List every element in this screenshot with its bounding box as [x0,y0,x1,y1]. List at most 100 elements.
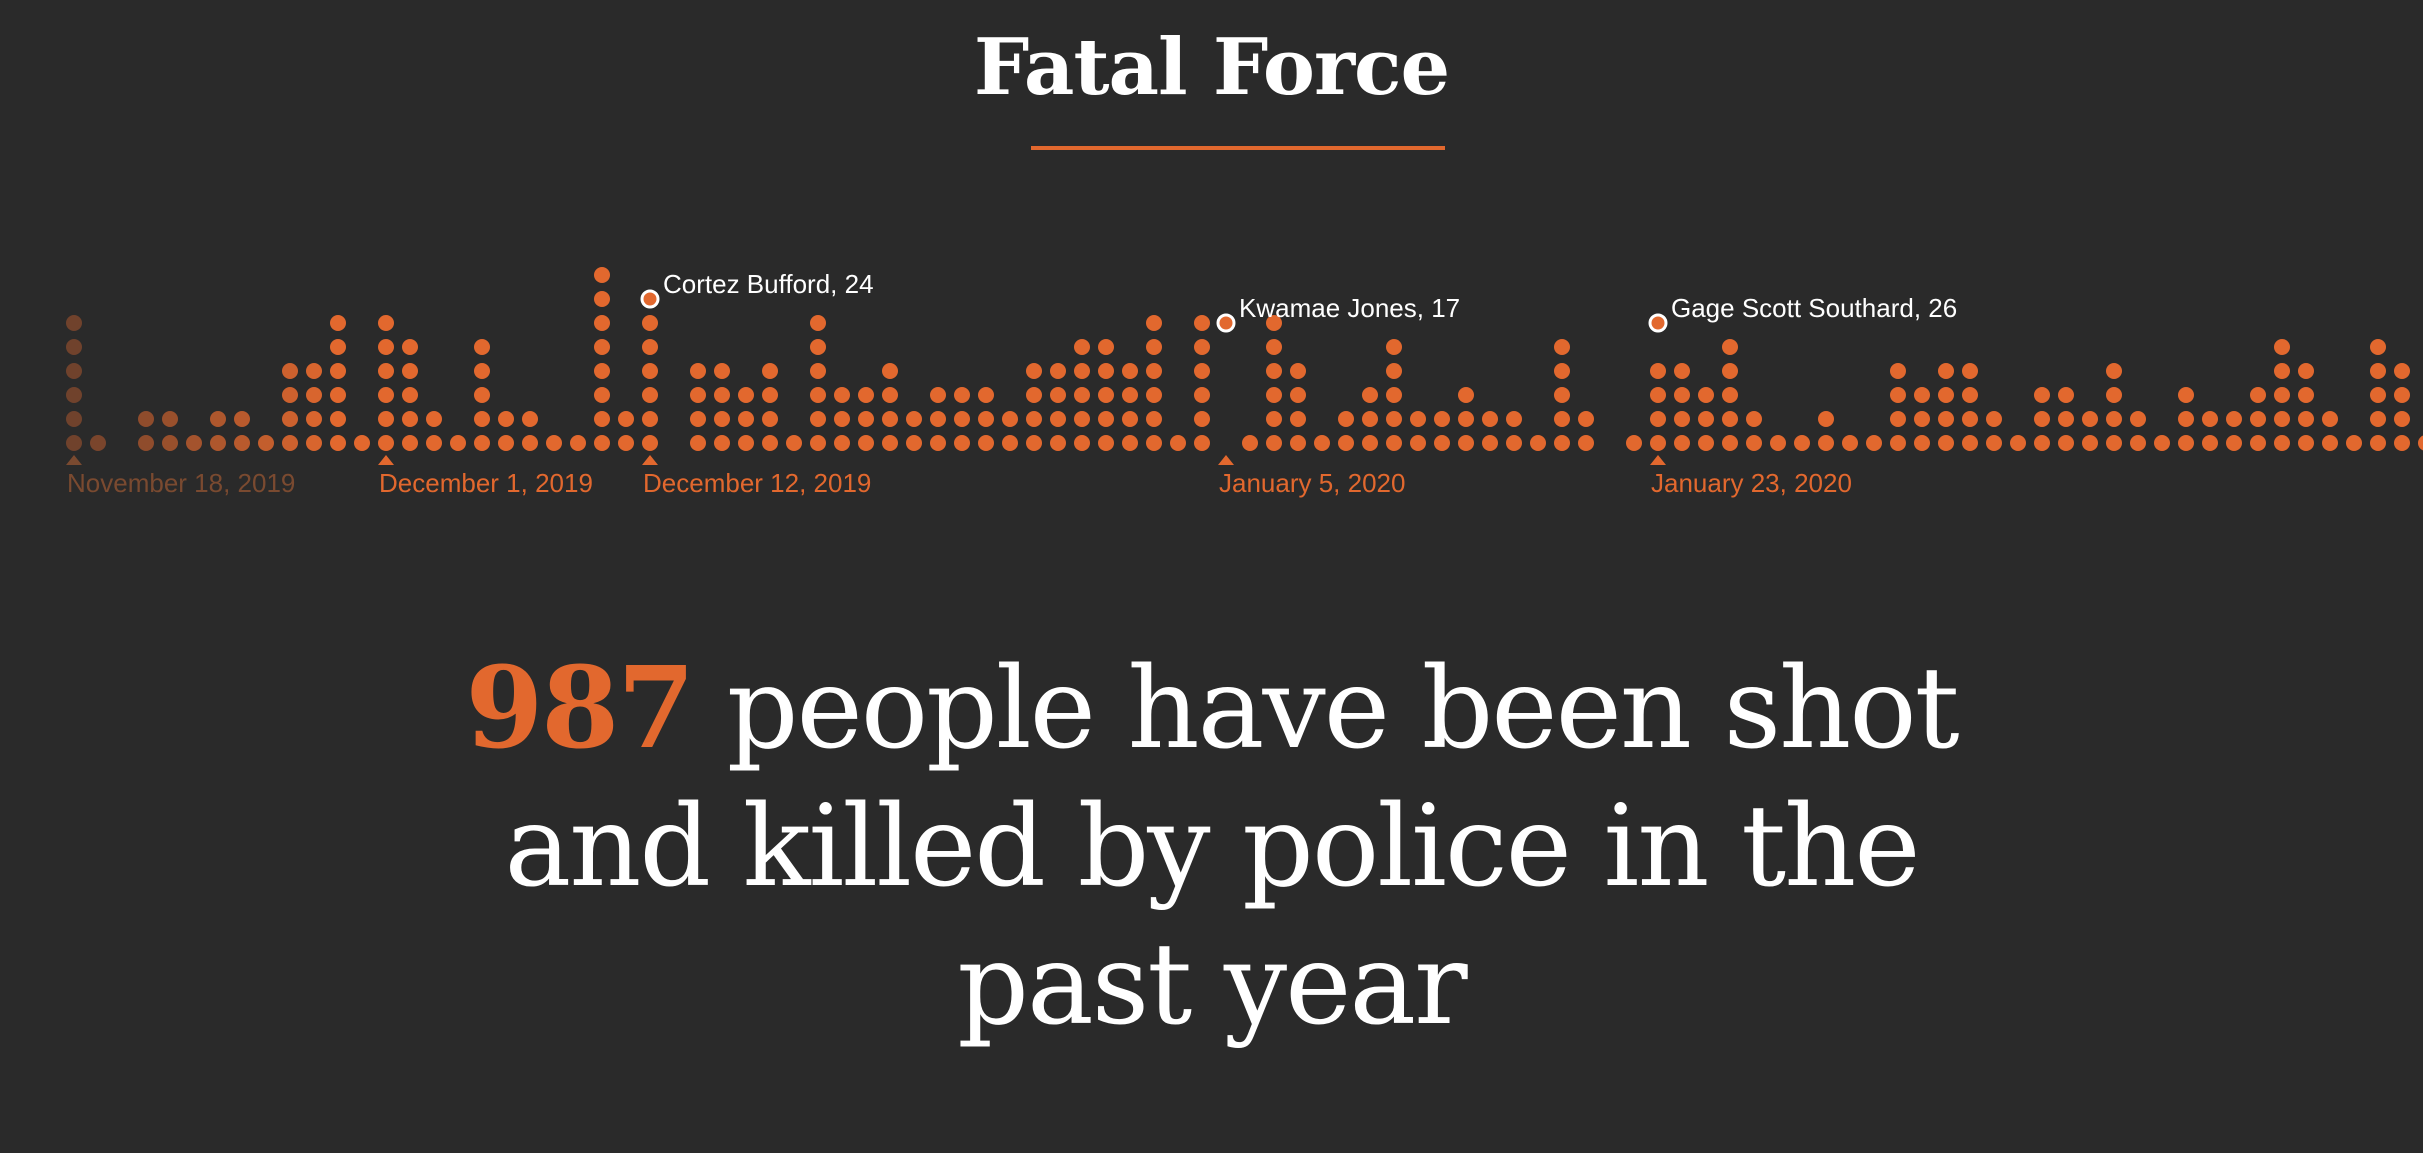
victim-dot[interactable] [2034,435,2050,451]
victim-dot[interactable] [2082,435,2098,451]
victim-dot[interactable] [594,339,610,355]
victim-dot[interactable] [714,411,730,427]
victim-dot[interactable] [1938,411,1954,427]
victim-dot[interactable] [1650,435,1666,451]
victim-dot[interactable] [978,411,994,427]
victim-dot[interactable] [2106,411,2122,427]
victim-dot[interactable] [1290,363,1306,379]
victim-dot[interactable] [882,363,898,379]
victim-dot[interactable] [2058,435,2074,451]
victim-dot[interactable] [834,411,850,427]
victim-dot[interactable] [1914,387,1930,403]
victim-dot[interactable] [1746,411,1762,427]
victim-dot[interactable] [426,411,442,427]
victim-dot[interactable] [2274,363,2290,379]
victim-dot[interactable] [1962,387,1978,403]
victim-dot[interactable] [1290,387,1306,403]
victim-dot[interactable] [2226,411,2242,427]
highlighted-victim-dot[interactable] [640,289,660,309]
victim-dot[interactable] [1530,435,1546,451]
victim-dot[interactable] [1890,363,1906,379]
victim-dot[interactable] [2298,387,2314,403]
victim-dot[interactable] [66,411,82,427]
victim-dot[interactable] [930,435,946,451]
victim-dot[interactable] [1026,387,1042,403]
victim-dot[interactable] [1290,435,1306,451]
victim-dot[interactable] [2034,387,2050,403]
victim-dot[interactable] [2418,435,2423,451]
victim-dot[interactable] [978,387,994,403]
victim-dot[interactable] [1890,387,1906,403]
highlighted-victim-dot[interactable] [1216,313,1236,333]
victim-dot[interactable] [1266,315,1282,331]
victim-dot[interactable] [1938,363,1954,379]
victim-dot[interactable] [1194,339,1210,355]
victim-dot[interactable] [2370,339,2386,355]
victim-dot[interactable] [2346,435,2362,451]
victim-dot[interactable] [690,411,706,427]
victim-dot[interactable] [642,435,658,451]
victim-dot[interactable] [1266,387,1282,403]
victim-dot[interactable] [690,363,706,379]
victim-dot[interactable] [642,411,658,427]
victim-dot[interactable] [1314,435,1330,451]
victim-dot[interactable] [2274,411,2290,427]
victim-dot[interactable] [1674,435,1690,451]
victim-dot[interactable] [66,339,82,355]
victim-dot[interactable] [1650,363,1666,379]
victim-dot[interactable] [1122,411,1138,427]
victim-dot[interactable] [306,435,322,451]
victim-dot[interactable] [1866,435,1882,451]
victim-dot[interactable] [1554,387,1570,403]
victim-dot[interactable] [2058,387,2074,403]
victim-dot[interactable] [1482,435,1498,451]
victim-dot[interactable] [858,387,874,403]
victim-dot[interactable] [402,435,418,451]
victim-dot[interactable] [594,363,610,379]
victim-dot[interactable] [378,339,394,355]
victim-dot[interactable] [1794,435,1810,451]
victim-dot[interactable] [1050,435,1066,451]
daily-dot-timeline[interactable]: Cortez Bufford, 24 Kwamae Jones, 17 Gage S… [0,0,2423,520]
victim-dot[interactable] [1050,363,1066,379]
victim-dot[interactable] [474,435,490,451]
victim-dot[interactable] [282,363,298,379]
victim-dot[interactable] [714,387,730,403]
victim-dot[interactable] [594,387,610,403]
victim-dot[interactable] [2394,435,2410,451]
victim-dot[interactable] [378,387,394,403]
victim-dot[interactable] [1578,411,1594,427]
victim-dot[interactable] [1146,339,1162,355]
victim-dot[interactable] [1362,411,1378,427]
victim-dot[interactable] [1554,339,1570,355]
victim-dot[interactable] [2394,387,2410,403]
victim-dot[interactable] [2202,411,2218,427]
victim-dot[interactable] [474,411,490,427]
victim-dot[interactable] [2370,363,2386,379]
victim-dot[interactable] [1578,435,1594,451]
highlighted-victim-dot[interactable] [1648,313,1668,333]
victim-dot[interactable] [882,387,898,403]
victim-dot[interactable] [2034,411,2050,427]
victim-dot[interactable] [1170,435,1186,451]
victim-dot[interactable] [1338,435,1354,451]
victim-dot[interactable] [2106,363,2122,379]
victim-dot[interactable] [2370,387,2386,403]
victim-dot[interactable] [954,435,970,451]
victim-dot[interactable] [2370,435,2386,451]
victim-dot[interactable] [210,411,226,427]
victim-dot[interactable] [594,435,610,451]
victim-dot[interactable] [1674,363,1690,379]
victim-dot[interactable] [1434,435,1450,451]
victim-dot[interactable] [594,267,610,283]
victim-dot[interactable] [1242,435,1258,451]
victim-dot[interactable] [858,435,874,451]
victim-dot[interactable] [690,387,706,403]
victim-dot[interactable] [210,435,226,451]
victim-dot[interactable] [474,339,490,355]
victim-dot[interactable] [282,411,298,427]
victim-dot[interactable] [1050,411,1066,427]
victim-dot[interactable] [1098,387,1114,403]
victim-dot[interactable] [162,435,178,451]
victim-dot[interactable] [2226,435,2242,451]
